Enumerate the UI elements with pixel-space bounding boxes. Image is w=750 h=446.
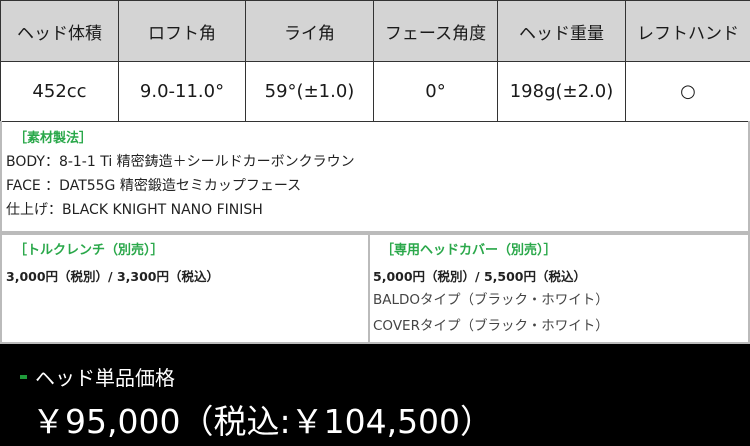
header-left-hand: レフトハンド bbox=[625, 0, 750, 62]
torque-wrench-title: ［トルクレンチ（別売）］ bbox=[14, 243, 164, 258]
head-price-amount: ￥95,000（税込:￥104,500） bbox=[32, 402, 494, 441]
header-lie: ライ角 bbox=[245, 0, 374, 62]
materials-section: ［素材製法］ BODY：8-1-1 Ti 精密鋳造＋シールドカーボンクラウン F… bbox=[0, 121, 750, 233]
materials-title: ［素材製法］ bbox=[14, 131, 93, 146]
head-cover-price: 5,000円（税別）/ 5,500円（税込） bbox=[373, 269, 586, 284]
header-head-volume: ヘッド体積 bbox=[0, 0, 119, 62]
green-dash-icon bbox=[20, 374, 27, 379]
value-face-angle: 0° bbox=[373, 61, 498, 122]
value-loft: 9.0-11.0° bbox=[118, 61, 246, 122]
spec-value-row: 452cc 9.0-11.0° 59°(±1.0) 0° 198g(±2.0) … bbox=[0, 61, 750, 122]
value-left-hand: ○ bbox=[625, 61, 750, 122]
head-cover-type: BALDOタイプ（ブラック・ホワイト） bbox=[373, 292, 609, 308]
torque-wrench-section: ［トルクレンチ（別売）］ 3,000円（税別）/ 3,300円（税込） bbox=[0, 233, 370, 344]
head-price-label: ヘッド単品価格 bbox=[35, 366, 175, 390]
material-body: BODY：8-1-1 Ti 精密鋳造＋シールドカーボンクラウン bbox=[6, 154, 355, 170]
header-face-angle: フェース角度 bbox=[373, 0, 498, 62]
value-lie: 59°(±1.0) bbox=[245, 61, 374, 122]
value-head-weight: 198g(±2.0) bbox=[497, 61, 626, 122]
spec-table: ヘッド体積 ロフト角 ライ角 フェース角度 ヘッド重量 レフトハンド 452cc… bbox=[0, 0, 750, 122]
spec-header-row: ヘッド体積 ロフト角 ライ角 フェース角度 ヘッド重量 レフトハンド bbox=[0, 0, 750, 62]
head-cover-section: ［専用ヘッドカバー（別売）］ 5,000円（税別）/ 5,500円（税込） BA… bbox=[368, 233, 750, 344]
material-finish: 仕上げ：BLACK KNIGHT NANO FINISH bbox=[6, 202, 263, 218]
header-loft: ロフト角 bbox=[118, 0, 246, 62]
header-head-weight: ヘッド重量 bbox=[497, 0, 626, 62]
torque-wrench-price: 3,000円（税別）/ 3,300円（税込） bbox=[6, 269, 219, 284]
head-price-label-row: ヘッド単品価格 bbox=[20, 362, 750, 391]
material-face: FACE ：DAT55G 精密鍛造セミカップフェース bbox=[6, 178, 302, 194]
head-price-banner: ヘッド単品価格 ￥95,000（税込:￥104,500） bbox=[0, 344, 750, 446]
head-cover-title: ［専用ヘッドカバー（別売）］ bbox=[381, 243, 557, 258]
value-head-volume: 452cc bbox=[0, 61, 119, 122]
head-cover-type: COVERタイプ（ブラック・ホワイト） bbox=[373, 318, 609, 334]
